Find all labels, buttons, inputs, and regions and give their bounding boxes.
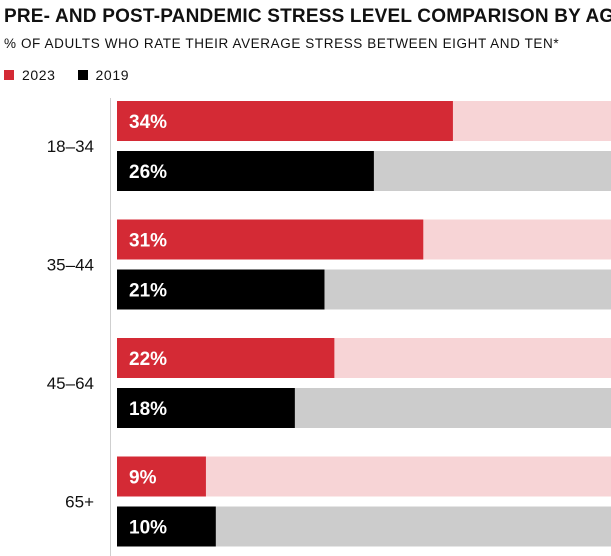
bar-2023-1 (117, 219, 424, 260)
chart-subtitle: % OF ADULTS WHO RATE THEIR AVERAGE STRES… (4, 36, 560, 51)
legend-label-2019: 2019 (95, 67, 130, 83)
bar-2019-2 (117, 388, 295, 428)
data-label-2023-2: 22% (129, 349, 167, 370)
data-label-2023-0: 34% (129, 112, 167, 133)
bar-2019-0 (117, 151, 374, 191)
data-label-2023-1: 31% (129, 231, 167, 252)
legend-swatch-2019 (77, 70, 88, 80)
bar-2019-3 (117, 506, 216, 547)
bar-2023-2 (117, 338, 335, 378)
category-label-2: 45–64 (47, 374, 94, 393)
bar-2023-3 (117, 456, 206, 497)
category-label-0: 18–34 (47, 137, 94, 156)
category-label-1: 35–44 (47, 256, 94, 275)
data-label-2019-1: 21% (129, 281, 167, 302)
category-label-3: 65+ (65, 493, 94, 512)
legend-item-2019: 2019 (77, 67, 130, 83)
bar-2023-0 (117, 101, 453, 141)
data-label-2019-2: 18% (129, 399, 167, 420)
legend: 2023 2019 (4, 66, 151, 84)
data-label-2019-0: 26% (129, 162, 167, 183)
data-label-2023-3: 9% (129, 468, 157, 489)
legend-swatch-2023 (4, 70, 14, 80)
data-label-2019-3: 10% (129, 518, 167, 539)
legend-item-2023: 2023 (4, 67, 56, 83)
chart-title: PRE- AND POST-PANDEMIC STRESS LEVEL COMP… (4, 6, 611, 27)
legend-label-2023: 2023 (22, 67, 56, 83)
bar-2019-1 (117, 269, 325, 310)
